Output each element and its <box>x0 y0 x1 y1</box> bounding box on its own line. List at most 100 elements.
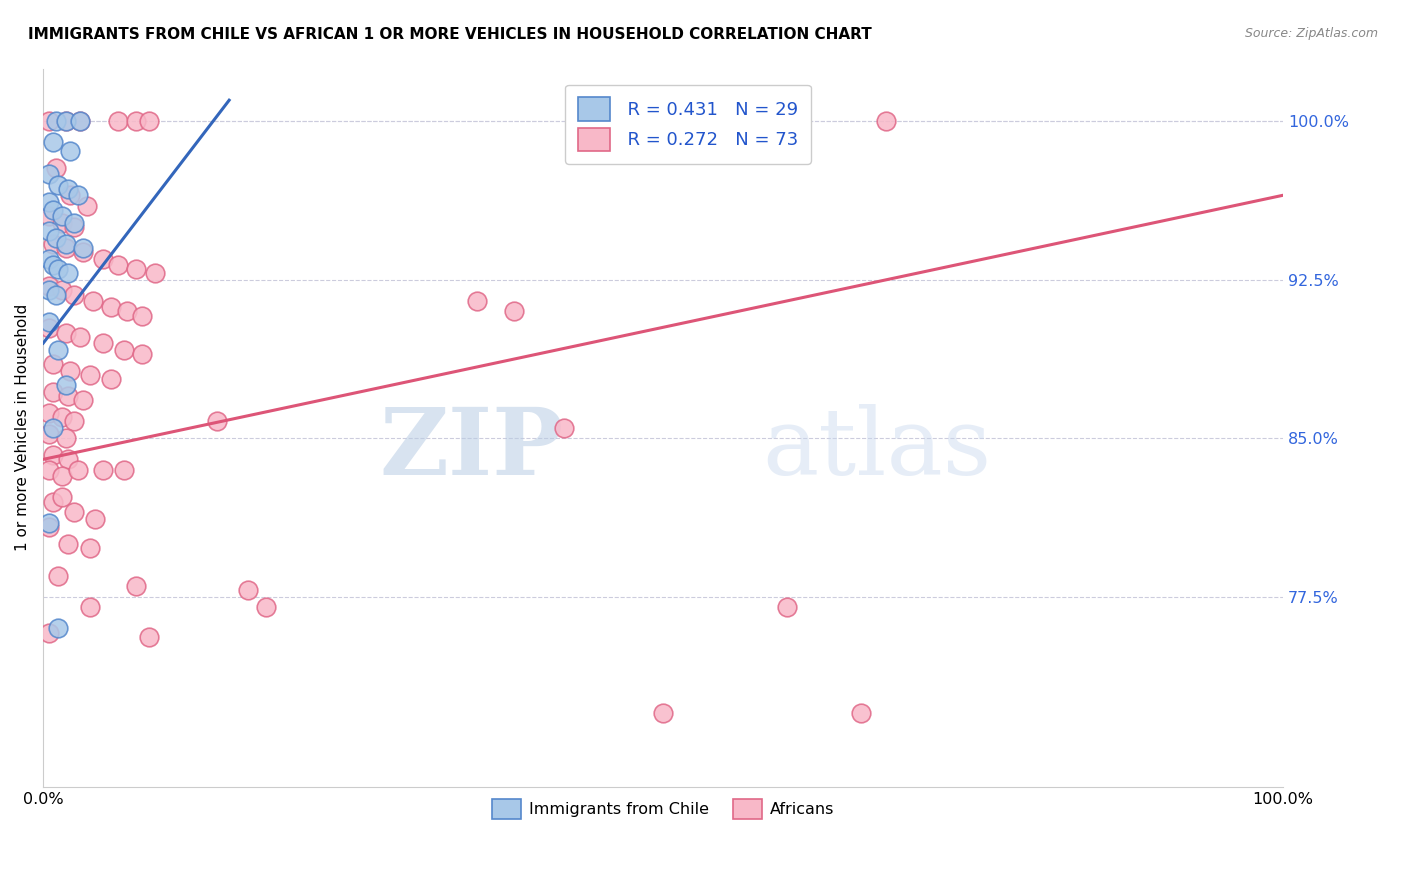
Point <box>125 579 148 593</box>
Y-axis label: 1 or more Vehicles in Household: 1 or more Vehicles in Household <box>15 304 30 551</box>
Point <box>652 706 675 720</box>
Point <box>42 236 65 251</box>
Point <box>553 420 575 434</box>
Point <box>84 511 107 525</box>
Point <box>38 520 60 534</box>
Point <box>776 114 799 128</box>
Point <box>45 161 67 175</box>
Point <box>55 378 77 392</box>
Point <box>776 600 799 615</box>
Point <box>38 625 60 640</box>
Point <box>51 210 73 224</box>
Point <box>38 427 60 442</box>
Point <box>38 167 60 181</box>
Point <box>138 114 160 128</box>
Text: ZIP: ZIP <box>380 404 564 494</box>
Point <box>79 600 101 615</box>
Point <box>51 410 73 425</box>
Point <box>851 706 873 720</box>
Point <box>55 241 77 255</box>
Point <box>63 219 86 234</box>
Point <box>63 505 86 519</box>
Point <box>38 252 60 266</box>
Point <box>112 463 135 477</box>
Point <box>91 252 114 266</box>
Point <box>59 364 82 378</box>
Point <box>55 114 77 128</box>
Point <box>56 537 79 551</box>
Point <box>254 600 277 615</box>
Point <box>100 372 122 386</box>
Point <box>100 300 122 314</box>
Point <box>42 203 65 218</box>
Point <box>82 293 104 308</box>
Point <box>63 287 86 301</box>
Point <box>38 210 60 224</box>
Point <box>46 621 69 635</box>
Point <box>112 343 135 357</box>
Point <box>55 326 77 340</box>
Point <box>42 357 65 371</box>
Point <box>66 463 89 477</box>
Text: atlas: atlas <box>762 404 991 494</box>
Point <box>38 279 60 293</box>
Point <box>46 178 69 192</box>
Point <box>38 463 60 477</box>
Point <box>56 389 79 403</box>
Point <box>55 236 77 251</box>
Point <box>46 343 69 357</box>
Point <box>38 194 60 209</box>
Point <box>42 136 65 150</box>
Point <box>117 304 139 318</box>
Point <box>42 384 65 399</box>
Legend: Immigrants from Chile, Africans: Immigrants from Chile, Africans <box>486 792 841 825</box>
Point <box>63 414 86 428</box>
Point <box>72 393 94 408</box>
Point <box>205 414 228 428</box>
Point <box>503 304 526 318</box>
Text: Source: ZipAtlas.com: Source: ZipAtlas.com <box>1244 27 1378 40</box>
Point <box>55 114 77 128</box>
Point <box>38 224 60 238</box>
Point <box>69 330 91 344</box>
Point <box>59 188 82 202</box>
Point <box>38 516 60 530</box>
Point <box>51 284 73 298</box>
Point <box>79 541 101 555</box>
Point <box>107 114 129 128</box>
Point <box>38 114 60 128</box>
Point <box>875 114 897 128</box>
Point <box>42 494 65 508</box>
Point <box>131 309 153 323</box>
Point <box>66 188 89 202</box>
Point <box>79 368 101 382</box>
Point <box>38 315 60 329</box>
Point <box>42 258 65 272</box>
Point <box>51 216 73 230</box>
Point <box>56 267 79 281</box>
Point <box>51 491 73 505</box>
Point <box>45 287 67 301</box>
Point <box>138 630 160 644</box>
Point <box>91 463 114 477</box>
Point <box>236 583 259 598</box>
Point <box>45 230 67 244</box>
Point <box>51 469 73 483</box>
Point <box>91 336 114 351</box>
Point <box>465 293 488 308</box>
Point <box>56 182 79 196</box>
Point <box>38 284 60 298</box>
Point <box>45 114 67 128</box>
Point <box>42 420 65 434</box>
Point <box>72 241 94 255</box>
Point <box>56 452 79 467</box>
Point <box>42 448 65 462</box>
Point <box>46 568 69 582</box>
Point <box>55 431 77 445</box>
Text: IMMIGRANTS FROM CHILE VS AFRICAN 1 OR MORE VEHICLES IN HOUSEHOLD CORRELATION CHA: IMMIGRANTS FROM CHILE VS AFRICAN 1 OR MO… <box>28 27 872 42</box>
Point <box>46 262 69 277</box>
Point <box>125 262 148 277</box>
Point <box>38 321 60 335</box>
Point <box>107 258 129 272</box>
Point <box>72 245 94 260</box>
